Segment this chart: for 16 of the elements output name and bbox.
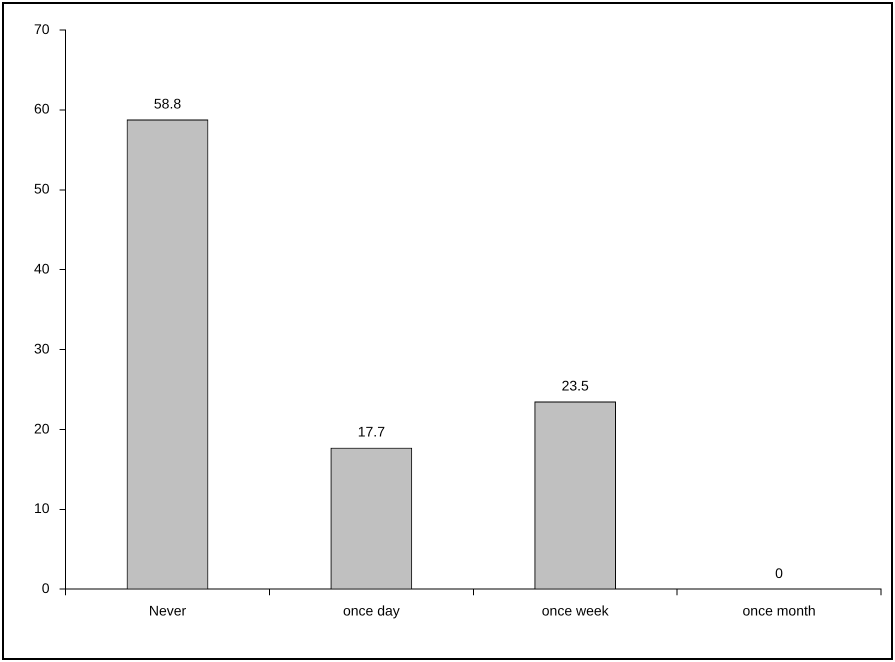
y-tick-label: 10 [34, 500, 50, 516]
data-label: 58.8 [154, 95, 182, 112]
y-tick-label: 20 [34, 420, 50, 436]
data-label: 23.5 [562, 377, 590, 394]
x-tick-label: Never [148, 602, 187, 618]
x-tick-label: once month [742, 602, 816, 618]
x-tick-label: once day [342, 602, 400, 618]
y-tick-label: 70 [34, 20, 50, 37]
y-tick-label: 30 [34, 340, 50, 356]
data-label: 17.7 [358, 424, 386, 440]
data-label: 0 [775, 565, 784, 582]
x-tick-label: once week [542, 602, 610, 618]
y-tick-label: 60 [34, 100, 50, 117]
y-tick-label: 50 [34, 180, 50, 197]
y-tick-label: 0 [42, 580, 50, 596]
y-tick-label: 40 [34, 260, 50, 277]
